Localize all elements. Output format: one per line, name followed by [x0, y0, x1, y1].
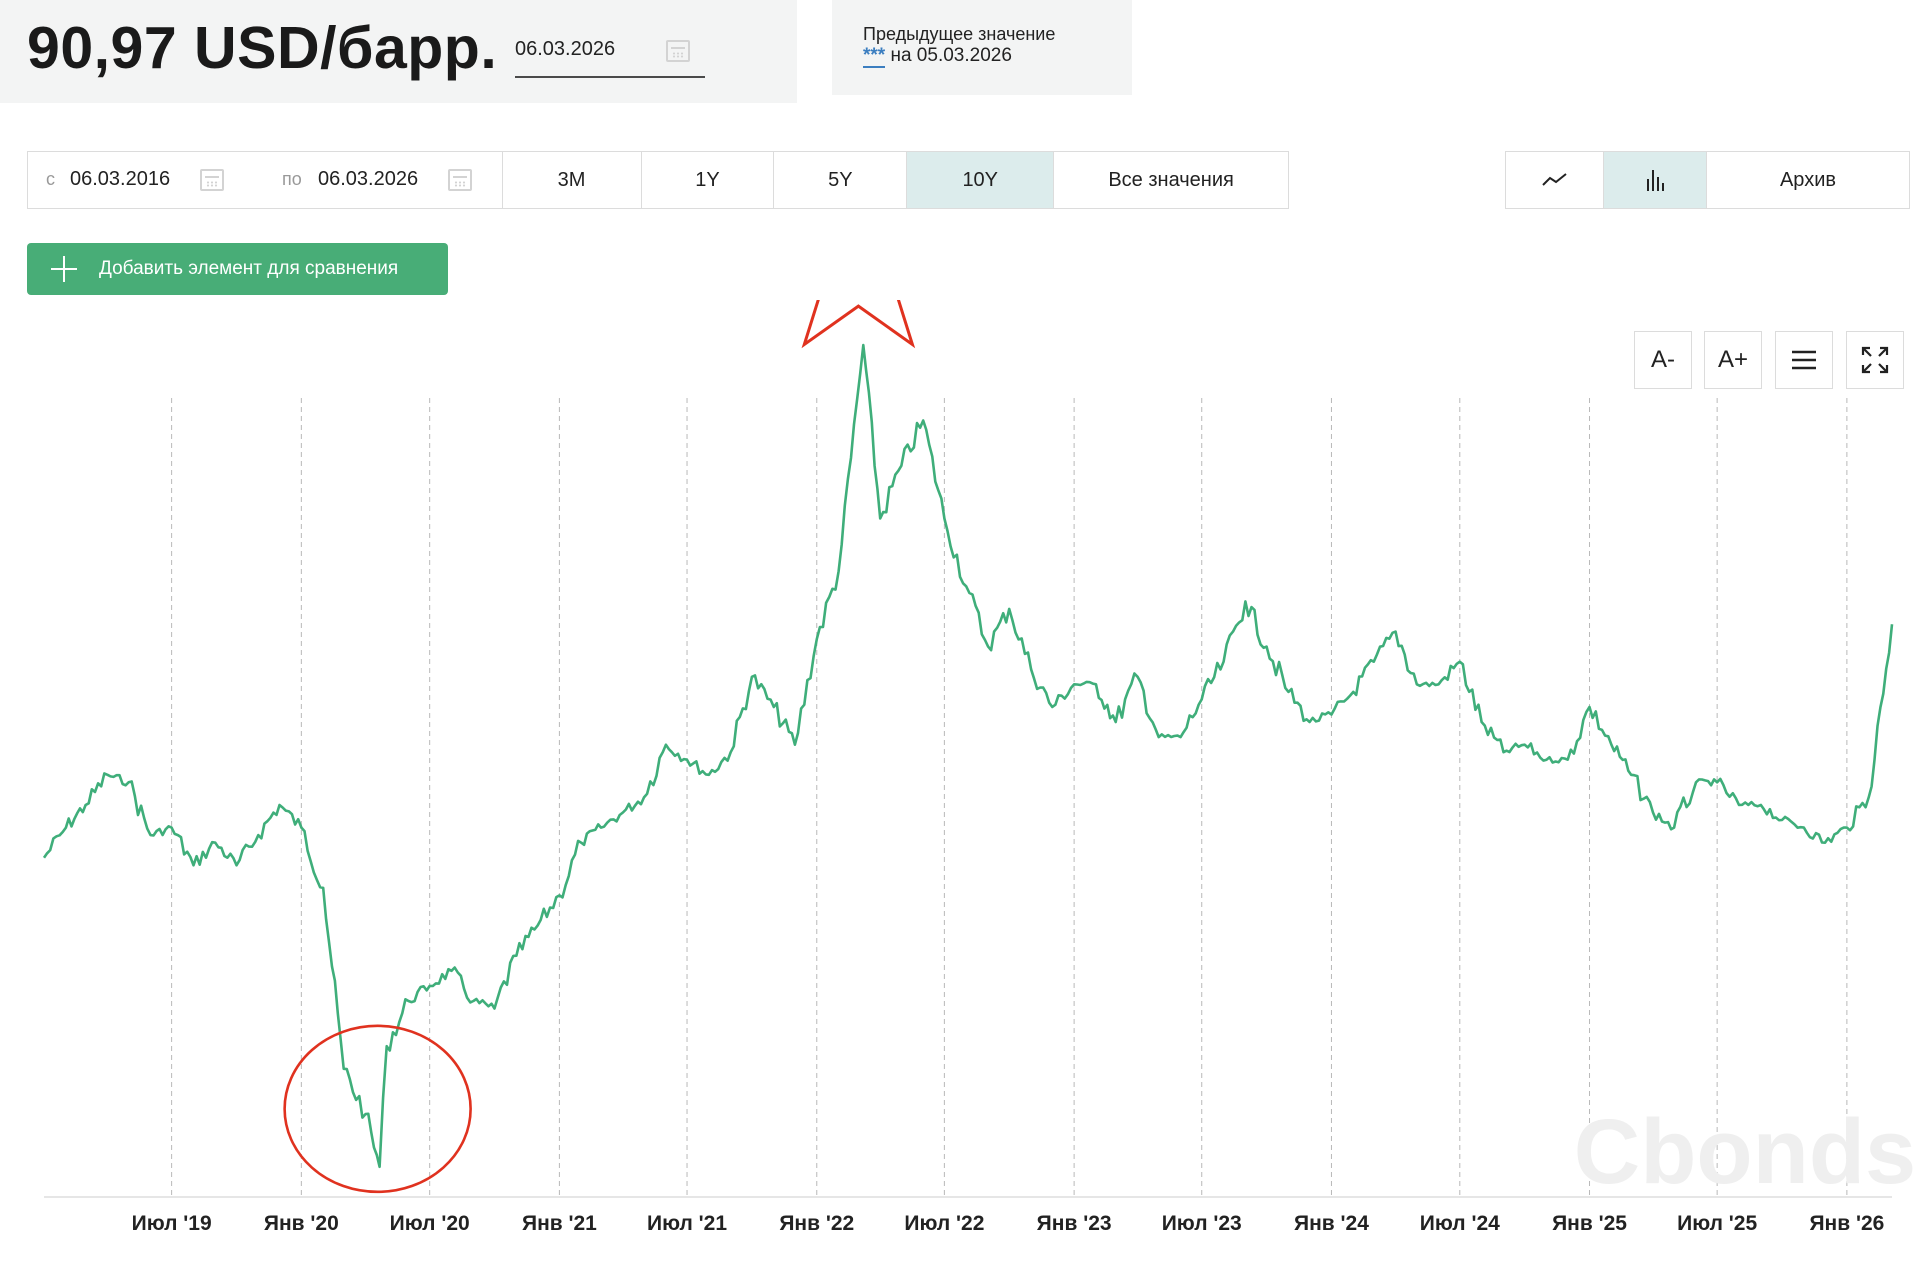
date-input[interactable]: 06.03.2026: [515, 34, 705, 78]
menu-icon: [1792, 350, 1816, 370]
price-series-line: [42, 343, 1894, 1169]
add-compare-label: Добавить элемент для сравнения: [99, 258, 399, 279]
x-tick-label: Янв '21: [522, 1212, 597, 1235]
to-calendar-icon[interactable]: [448, 169, 472, 191]
font-increase-button[interactable]: A+: [1704, 331, 1762, 389]
plus-icon: [51, 256, 77, 282]
oil-price-chart: Cbonds Июл '19 Янв '20 Июл '20 Янв '21 Июл '…: [42, 300, 1916, 1235]
x-tick-label: Июл '23: [1162, 1212, 1242, 1235]
add-compare-button[interactable]: Добавить элемент для сравнения: [27, 243, 448, 295]
period-1y[interactable]: 1Y: [642, 152, 775, 208]
x-tick-label: Июл '21: [647, 1212, 727, 1235]
menu-button[interactable]: [1775, 331, 1833, 389]
x-tick-label: Янв '23: [1037, 1212, 1112, 1235]
previous-value: *** на 05.03.2026: [863, 45, 1012, 68]
date-value: 06.03.2026: [515, 38, 616, 60]
previous-value-hidden: ***: [863, 45, 886, 68]
x-tick-label: Янв '24: [1294, 1212, 1369, 1235]
x-tick-label: Июл '25: [1677, 1212, 1757, 1235]
x-tick-label: Янв '22: [779, 1212, 854, 1235]
previous-value-date: на 05.03.2026: [885, 45, 1012, 66]
x-tick-label: Июл '22: [904, 1212, 984, 1235]
previous-value-panel: Предыдущее значение *** на 05.03.2026: [832, 0, 1132, 95]
current-price: 90,97 USD/барр.: [27, 15, 498, 81]
to-label: по: [282, 169, 302, 189]
x-tick-label: Янв '20: [264, 1212, 339, 1235]
date-range: с 06.03.2016 по 06.03.2026: [28, 152, 503, 208]
x-tick-label: Июл '20: [390, 1212, 470, 1235]
from-calendar-icon[interactable]: [200, 169, 224, 191]
from-date-input[interactable]: 06.03.2016: [70, 168, 171, 190]
x-tick-label: Июл '24: [1420, 1212, 1500, 1235]
price-panel: 90,97 USD/барр. 06.03.2026: [0, 0, 797, 103]
period-selector: с 06.03.2016 по 06.03.2026 3M 1Y 5Y 10Y …: [27, 151, 1289, 209]
calendar-icon[interactable]: [666, 40, 690, 62]
x-tick-label: Янв '26: [1809, 1212, 1884, 1235]
x-tick-label: Июл '19: [132, 1212, 212, 1235]
watermark: Cbonds: [1574, 1101, 1916, 1203]
period-3m[interactable]: 3M: [503, 152, 642, 208]
line-chart-button[interactable]: [1506, 152, 1604, 208]
peak-star-annotation: [801, 300, 916, 349]
bar-chart-icon: [1647, 170, 1664, 191]
x-tick-label: Янв '25: [1552, 1212, 1627, 1235]
period-5y[interactable]: 5Y: [774, 152, 908, 208]
period-10y[interactable]: 10Y: [907, 152, 1055, 208]
archive-button[interactable]: Архив: [1779, 168, 1837, 191]
chart-grid: [171, 398, 1848, 1197]
previous-value-label: Предыдущее значение: [863, 24, 1056, 44]
to-date-input[interactable]: 06.03.2026: [318, 168, 419, 190]
fullscreen-button[interactable]: [1846, 331, 1904, 389]
period-all[interactable]: Все значения: [1108, 168, 1234, 191]
trough-circle-annotation: [283, 1024, 472, 1194]
bar-chart-button[interactable]: [1604, 152, 1707, 208]
from-label: с: [46, 169, 55, 189]
line-chart-icon: [1541, 173, 1567, 186]
view-selector: Архив: [1505, 151, 1910, 209]
x-tick-labels: Июл '19 Янв '20 Июл '20 Янв '21 Июл '21 Янв '…: [132, 1212, 1885, 1235]
font-decrease-button[interactable]: A-: [1634, 331, 1692, 389]
fullscreen-icon: [1861, 346, 1889, 374]
